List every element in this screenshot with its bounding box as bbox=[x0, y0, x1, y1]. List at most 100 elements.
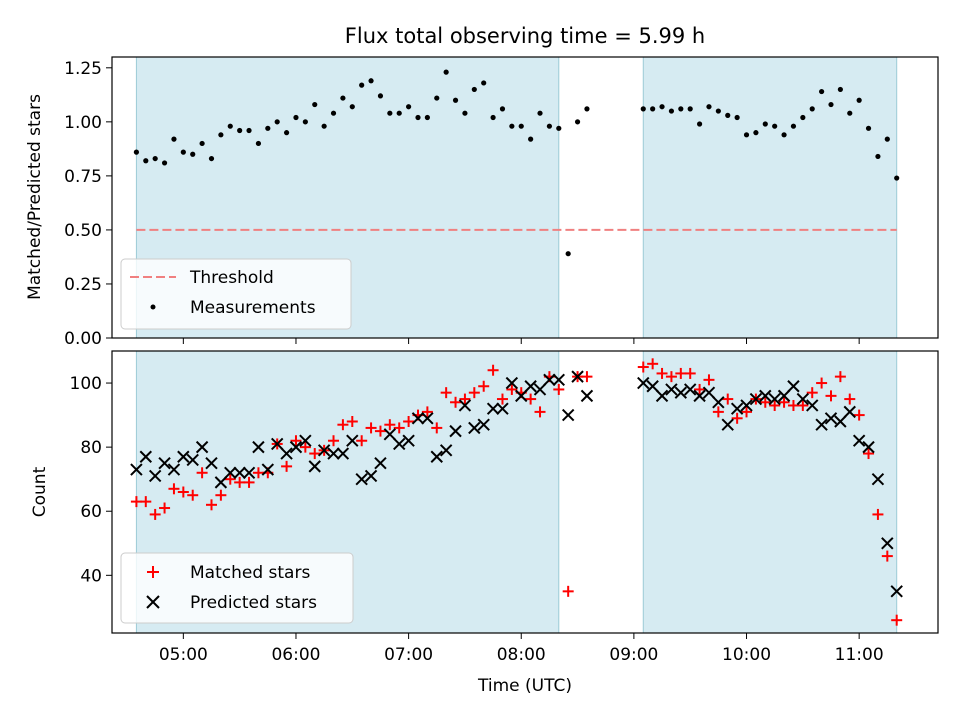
measurement-point bbox=[546, 123, 553, 129]
matched-point bbox=[712, 406, 724, 418]
predicted-point bbox=[289, 440, 303, 454]
x-stroke-2 bbox=[242, 466, 256, 479]
x-tick-label: 10:00 bbox=[722, 645, 771, 665]
measurement-point bbox=[753, 130, 759, 136]
predicted-point bbox=[749, 392, 763, 406]
measurement-point bbox=[837, 86, 843, 93]
predicted-point bbox=[852, 434, 866, 447]
x-stroke-2 bbox=[712, 396, 725, 409]
predicted-point bbox=[355, 472, 368, 486]
matched-point bbox=[656, 367, 668, 379]
measurement-point bbox=[152, 155, 158, 162]
x-stroke-2 bbox=[655, 389, 669, 403]
x-stroke-2 bbox=[421, 412, 434, 425]
x-stroke-2 bbox=[843, 405, 856, 419]
x-stroke-2 bbox=[336, 447, 350, 460]
x-stroke-2 bbox=[505, 376, 519, 390]
matched-point bbox=[149, 508, 161, 520]
measurement-point bbox=[208, 155, 215, 162]
matched-point bbox=[722, 393, 734, 405]
matched-point bbox=[496, 393, 508, 405]
predicted-point bbox=[252, 440, 265, 454]
y-tick-label: 40 bbox=[80, 566, 102, 586]
predicted-point bbox=[270, 437, 284, 451]
predicted-point bbox=[561, 408, 575, 422]
predicted-point bbox=[421, 412, 434, 425]
x-tick-label: 08:00 bbox=[497, 645, 546, 665]
ratio-legend: Threshold Measurements bbox=[120, 258, 352, 330]
predicted-point bbox=[139, 450, 152, 463]
predicted-point bbox=[843, 405, 856, 419]
predicted-point bbox=[674, 386, 688, 399]
measurement-point bbox=[255, 140, 262, 147]
x-stroke-2 bbox=[186, 453, 199, 467]
x-stroke-2 bbox=[449, 424, 462, 438]
measurement-point bbox=[715, 108, 721, 114]
predicted-point bbox=[158, 456, 171, 470]
x-stroke-2 bbox=[280, 447, 293, 460]
x-stroke-2 bbox=[289, 440, 303, 454]
ratio-panel-frame bbox=[111, 56, 939, 339]
measurement-point bbox=[687, 106, 693, 112]
x-stroke-2 bbox=[683, 383, 697, 396]
x-stroke-2 bbox=[702, 386, 716, 399]
x-stroke-2 bbox=[317, 444, 331, 457]
matched-point bbox=[159, 502, 171, 514]
matched-point bbox=[177, 486, 189, 498]
matched-point bbox=[421, 406, 433, 418]
predicted-point bbox=[458, 399, 472, 412]
matched-point bbox=[675, 367, 687, 379]
predicted-point bbox=[449, 424, 462, 438]
x-stroke-2 bbox=[665, 383, 678, 396]
legend-predicted-swatch bbox=[146, 595, 160, 609]
ratio-panel: 0.00 0.25 0.50 0.75 1.00 1.25 Matched/Predict… bbox=[25, 56, 939, 349]
predicted-point bbox=[186, 453, 199, 467]
x-stroke-2 bbox=[233, 466, 246, 479]
x-axis-label: Time (UTC) bbox=[477, 676, 572, 696]
matched-point bbox=[741, 406, 753, 418]
x-stroke-2 bbox=[674, 386, 688, 399]
matched-point bbox=[731, 412, 743, 424]
measurement-point bbox=[734, 114, 740, 121]
matched-point bbox=[863, 448, 875, 460]
measurement-point bbox=[884, 136, 890, 142]
matched-point bbox=[328, 435, 340, 447]
predicted-point bbox=[712, 396, 725, 409]
predicted-point bbox=[533, 383, 547, 396]
matched-point bbox=[506, 383, 518, 395]
matched-point bbox=[872, 508, 884, 520]
measurement-point bbox=[387, 110, 393, 116]
measurement-point bbox=[227, 123, 233, 129]
x-stroke-2 bbox=[167, 463, 181, 476]
x-stroke-2 bbox=[270, 437, 284, 451]
measurement-point bbox=[452, 97, 459, 103]
predicted-point bbox=[693, 389, 706, 403]
measurement-point bbox=[396, 110, 402, 116]
y-tick-label: 0.50 bbox=[64, 221, 102, 241]
measurement-point bbox=[368, 78, 374, 84]
matched-point bbox=[374, 425, 386, 437]
measurement-point bbox=[143, 158, 149, 164]
matched-point bbox=[168, 483, 180, 495]
matched-point bbox=[797, 399, 809, 411]
measurement-point bbox=[847, 110, 853, 116]
x-stroke-2 bbox=[393, 437, 406, 451]
x-stroke-2 bbox=[383, 428, 397, 441]
matched-point bbox=[252, 467, 264, 479]
measurement-point bbox=[190, 151, 196, 157]
predicted-point bbox=[637, 376, 650, 390]
matched-point bbox=[205, 499, 217, 511]
predicted-point bbox=[683, 383, 697, 396]
measurement-point bbox=[875, 153, 881, 160]
x-stroke-2 bbox=[834, 415, 847, 428]
predicted-point bbox=[299, 434, 312, 447]
predicted-point bbox=[336, 447, 350, 460]
x-stroke-2 bbox=[195, 440, 209, 454]
measurement-point bbox=[743, 132, 750, 138]
legend-measurements-swatch bbox=[150, 304, 156, 310]
measurement-point bbox=[415, 114, 421, 121]
predicted-point bbox=[824, 412, 838, 425]
measurement-point bbox=[528, 136, 534, 142]
matched-point bbox=[281, 460, 293, 472]
x-stroke-2 bbox=[721, 418, 734, 431]
